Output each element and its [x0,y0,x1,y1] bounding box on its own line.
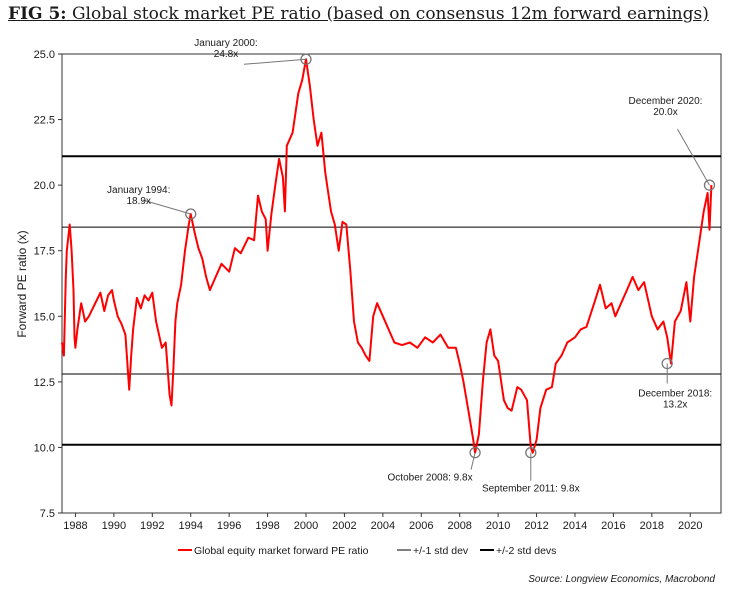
y-tick-label: 25.0 [34,49,55,61]
annotation-label: October 2008: 9.8x [388,473,473,484]
figure-heading: FIG 5: Global stock market PE ratio (bas… [8,4,728,24]
y-tick-label: 20.0 [34,180,55,192]
annotation-marker [300,53,312,65]
annotation-label: January 1994: [107,185,170,196]
x-tick-label: 2014 [563,520,587,532]
x-tick-label: 1996 [217,520,241,532]
legend-label-0: Global equity market forward PE ratio [194,545,369,557]
annotation-label: September 2011: 9.8x [482,484,580,495]
plot-area [61,53,722,514]
x-tick-label: 2018 [640,520,664,532]
y-axis-label: Forward PE ratio (x) [15,230,29,337]
y-tick-label: 17.5 [34,246,55,258]
legend: Global equity market forward PE ratio +/-… [178,545,556,557]
annotation-leader [470,452,476,470]
annotation-label: January 2000: [194,38,257,49]
series-line-0 [61,58,713,454]
x-tick-label: 2000 [294,520,318,532]
annotation-marker [703,179,716,191]
x-tick-label: 2020 [678,520,702,532]
legend-label-2: +/-2 std devs [496,545,556,557]
x-tick-label: 2002 [332,520,356,532]
x-tick-label: 1992 [140,520,164,532]
y-tick-label: 15.0 [34,311,55,323]
legend-label-1: +/-1 std dev [413,545,469,557]
y-tick-label: 7.5 [40,508,55,520]
figure-number: FIG 5: [8,4,67,24]
x-tick-label: 2004 [371,520,395,532]
annotation-label: 20.0x [653,107,677,118]
x-axis: 1988 1990 1992 1994 1996 1998 2000 2002 2004 2006… [63,513,703,532]
x-tick-label: 2008 [447,520,471,532]
y-tick-label: 12.5 [34,377,55,389]
x-tick-label: 2010 [486,520,510,532]
x-tick-label: 2006 [409,520,433,532]
x-tick-label: 1994 [178,520,202,532]
annotation-leader [677,128,710,186]
figure-title: Global stock market PE ratio (based on c… [71,4,709,24]
x-tick-label: 1990 [102,520,126,532]
annotation-label: 18.9x [126,196,150,207]
y-axis: 7.5 10.0 12.5 15.0 17.5 20.0 22.5 25.0 [34,49,62,520]
annotation-marker [661,357,673,370]
annotation-label: 24.8x [214,49,238,60]
annotation-marker [525,447,537,459]
x-tick-label: 2016 [601,520,625,532]
annotation-leader [243,58,307,65]
y-tick-label: 22.5 [34,115,55,127]
annotation-marker [185,208,197,220]
y-tick-label: 10.0 [34,442,55,454]
annotation-label: 13.2x [663,399,687,410]
annotation-label: December 2018: [638,388,712,399]
x-tick-label: 1988 [63,520,87,532]
annotation-label: December 2020: [629,96,703,107]
source-note: Source: Longview Economics, Macrobond [528,574,715,585]
annotation-leader [142,199,191,215]
x-tick-label: 1998 [255,520,279,532]
x-tick-label: 2012 [524,520,548,532]
annotation-marker [469,447,481,459]
